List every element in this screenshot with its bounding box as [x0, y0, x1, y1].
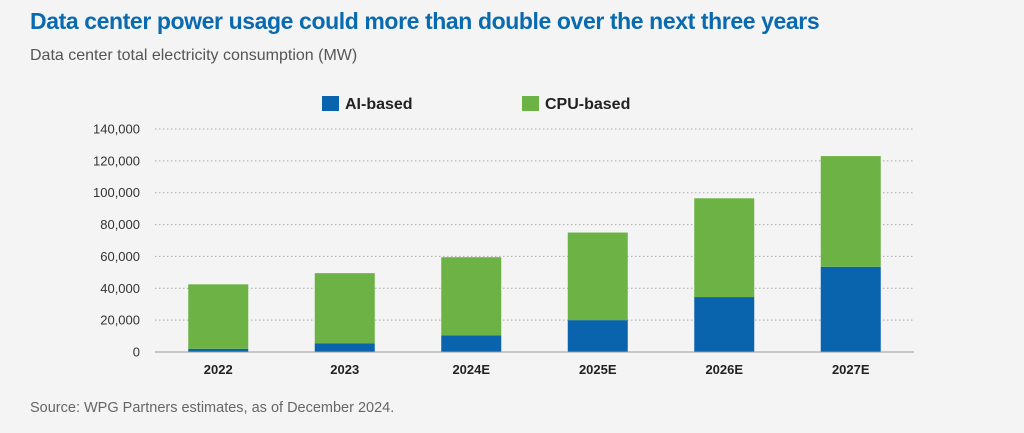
bar-cpu-based-2023 [314, 273, 375, 344]
legend-label: CPU-based [545, 96, 630, 113]
legend-swatch [322, 96, 339, 111]
chart-subtitle: Data center total electricity consumptio… [30, 47, 358, 64]
y-tick-label: 80,000 [100, 217, 140, 232]
bar-ai-based-2025e [567, 320, 628, 352]
x-category-label: 2025E [579, 362, 617, 377]
gridlines [155, 128, 914, 321]
y-tick-label: 40,000 [100, 281, 140, 296]
x-category-label: 2026E [705, 362, 743, 377]
y-tick-label: 20,000 [100, 313, 140, 328]
x-category-label: 2027E [832, 362, 870, 377]
bar-cpu-based-2027e [820, 156, 881, 267]
legend: AI-based CPU-based [322, 96, 630, 113]
bar-cpu-based-2024e [441, 257, 502, 336]
y-tick-label: 0 [133, 345, 140, 360]
bar-ai-based-2024e [441, 335, 502, 352]
x-category-label: 2024E [452, 362, 490, 377]
chart-title: Data center power usage could more than … [30, 8, 820, 34]
x-category-label: 2022 [204, 362, 233, 377]
y-tick-label: 60,000 [100, 249, 140, 264]
source-note: Source: WPG Partners estimates, as of De… [30, 400, 395, 416]
y-tick-label: 120,000 [93, 153, 140, 168]
bar-ai-based-2023 [314, 343, 375, 352]
bars [188, 156, 881, 352]
y-tick-label: 100,000 [93, 185, 140, 200]
y-axis-ticks: 0 20,000 40,000 60,000 80,000 100,000 120,000 1… [93, 122, 140, 360]
y-tick-label: 140,000 [93, 122, 140, 137]
bar-ai-based-2022 [188, 348, 249, 352]
bar-cpu-based-2026e [694, 198, 755, 298]
bar-ai-based-2027e [820, 266, 881, 352]
x-axis-labels: 2022 2023 2024E 2025E 2026E 2027E [204, 362, 870, 377]
legend-swatch [522, 96, 539, 111]
x-category-label: 2023 [330, 362, 359, 377]
bar-cpu-based-2022 [188, 284, 249, 349]
legend-label: AI-based [345, 96, 413, 113]
bar-cpu-based-2025e [567, 232, 628, 321]
bar-ai-based-2026e [694, 297, 755, 352]
